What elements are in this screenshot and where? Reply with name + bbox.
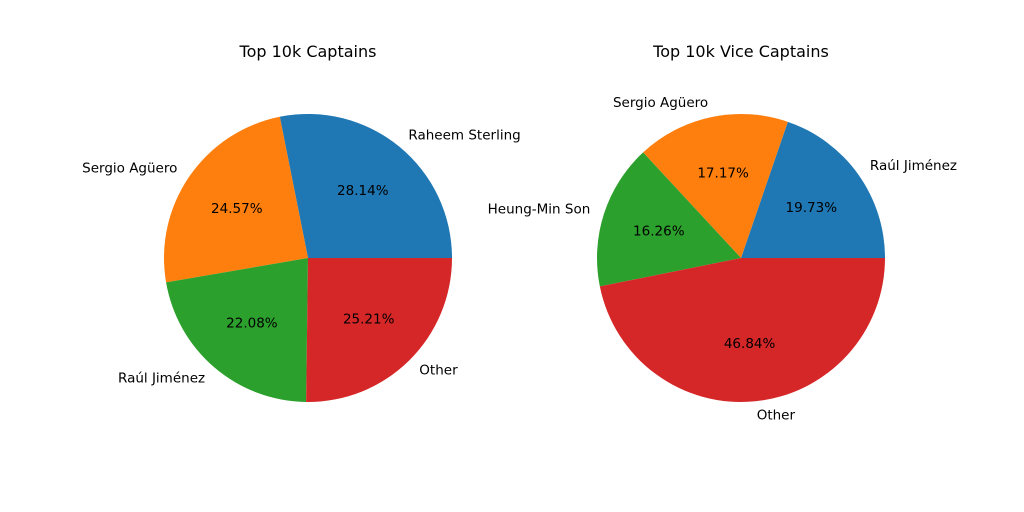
pie-slice-other [599,258,885,402]
pie-category-label: Other [419,363,458,379]
pie-category-label: Raúl Jiménez [118,370,205,386]
pie-slice-sergio-aguero [163,116,308,283]
chart-title-captains: Top 10k Captains [239,42,377,61]
pie-percent-label: 19.73% [786,200,838,216]
pie-slice-raul-jimenez [166,258,308,402]
pie-slice-raul-jimenez [741,121,885,258]
pie-slices-captains [163,113,452,403]
pie-slice-raheem-sterling [279,113,452,259]
pie-percent-label: 25.21% [343,312,395,328]
pie-percent-label: 28.14% [337,183,389,199]
pie-percent-label: 22.08% [226,316,278,332]
pie-percent-label: 17.17% [697,166,749,182]
pie-percent-label: 24.57% [211,201,263,217]
pie-category-label: Sergio Agüero [613,95,708,111]
pie-category-label: Heung-Min Son [488,201,591,217]
pie-slice-sergio-aguero [643,113,788,259]
pie-category-label: Other [757,408,796,424]
pie-slice-other [306,258,452,403]
pie-labels-captains: 28.14% Raheem Sterling 24.57% Sergio Agüero… [82,128,521,387]
pie-chart-vice-captains: Top 10k Vice Captains 19.73% Raúl Jiménez… [488,42,957,424]
pie-chart-captains: Top 10k Captains 28.14% Raheem Sterling 24… [82,42,521,403]
pie-category-label: Raheem Sterling [408,128,520,144]
pie-slices-vice-captains [597,113,885,402]
pie-percent-label: 16.26% [633,224,685,240]
chart-title-vice-captains: Top 10k Vice Captains [652,42,829,61]
pie-labels-vice-captains: 19.73% Raúl Jiménez 17.17% Sergio Agüero 16.… [488,95,957,424]
pie-percent-label: 46.84% [724,336,776,352]
pie-category-label: Raúl Jiménez [870,158,957,174]
pie-category-label: Sergio Agüero [82,160,177,176]
pie-slice-heung-min-son [597,152,741,287]
